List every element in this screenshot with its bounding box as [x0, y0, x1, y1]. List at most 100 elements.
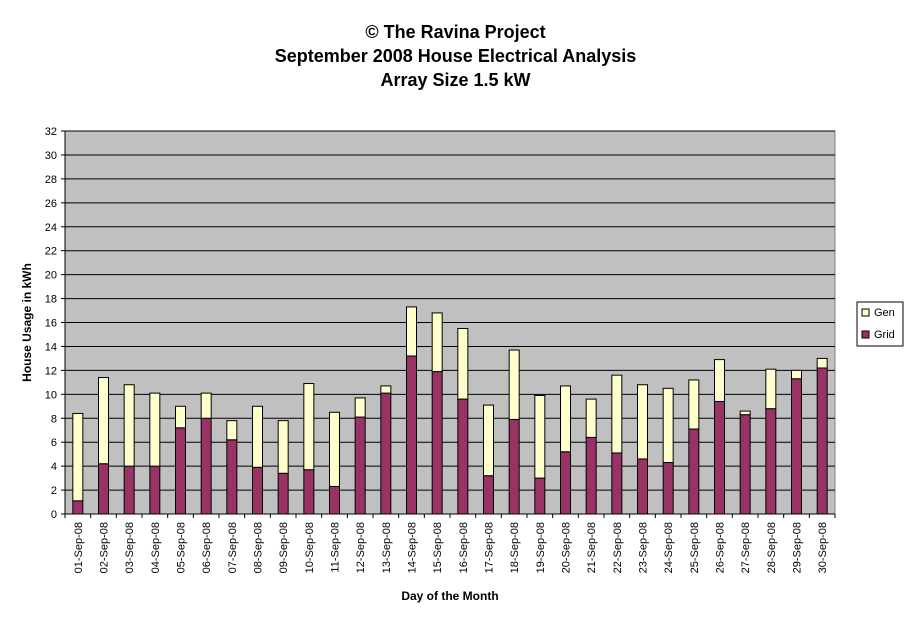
- bar-gen: [380, 385, 392, 394]
- y-tick-label: 6: [51, 437, 57, 449]
- y-tick-label: 24: [45, 222, 57, 234]
- bar-gen: [252, 405, 263, 468]
- bar-grid: [611, 452, 623, 515]
- x-tick-label: 25-Sep-08: [689, 522, 701, 573]
- y-tick-label: 32: [45, 126, 57, 138]
- x-tick-label: 11-Sep-08: [330, 522, 342, 573]
- bar-grid: [303, 469, 315, 515]
- y-tick-label: 10: [45, 389, 57, 401]
- bar-gen: [303, 383, 315, 471]
- y-tick-label: 20: [45, 270, 57, 282]
- x-tick-label: 19-Sep-08: [535, 522, 547, 573]
- y-tick-label: 18: [45, 294, 57, 306]
- y-tick-label: 2: [51, 485, 57, 497]
- y-tick-label: 22: [45, 246, 57, 258]
- legend-label-gen: Gen: [874, 307, 895, 319]
- y-tick-label: 26: [45, 198, 57, 210]
- bar-gen: [123, 384, 135, 467]
- x-tick-label: 03-Sep-08: [124, 522, 136, 573]
- bar-grid: [585, 436, 597, 515]
- x-tick-label: 14-Sep-08: [407, 522, 419, 573]
- chart-subtitle: September 2008 House Electrical Analysis: [274, 46, 637, 66]
- bar-gen: [277, 420, 289, 474]
- bar-gen: [149, 392, 161, 467]
- x-tick-label: 29-Sep-08: [792, 522, 804, 573]
- x-tick-label: 10-Sep-08: [304, 522, 316, 573]
- bar-grid: [329, 485, 340, 515]
- x-tick-label: 15-Sep-08: [432, 522, 444, 573]
- bar-grid: [431, 371, 443, 515]
- bar-gen: [508, 349, 520, 420]
- bar-grid: [72, 500, 84, 515]
- y-tick-label: 4: [51, 461, 57, 473]
- x-tick-label: 18-Sep-08: [509, 522, 521, 573]
- bar-gen: [791, 369, 802, 380]
- bar-grid: [688, 428, 700, 515]
- x-tick-label: 06-Sep-08: [201, 522, 213, 573]
- y-tick-label: 14: [45, 341, 57, 353]
- y-tick-label: 16: [45, 318, 57, 330]
- y-tick-label: 30: [45, 150, 57, 162]
- bar-gen: [560, 385, 571, 453]
- chart-title: © The Ravina Project: [365, 22, 546, 42]
- legend-swatch-gen: [861, 308, 870, 317]
- bar-gen: [457, 327, 469, 400]
- x-tick-label: 21-Sep-08: [586, 522, 598, 573]
- x-tick-label: 28-Sep-08: [766, 522, 778, 573]
- x-tick-label: 24-Sep-08: [663, 522, 675, 573]
- x-tick-label: 04-Sep-08: [150, 522, 162, 573]
- x-tick-label: 12-Sep-08: [355, 522, 367, 573]
- x-tick-label: 30-Sep-08: [817, 522, 829, 573]
- x-tick-label: 27-Sep-08: [740, 522, 752, 573]
- y-tick-label: 28: [45, 174, 57, 186]
- bar-gen: [406, 306, 417, 357]
- bar-gen: [329, 411, 340, 487]
- y-axis-title: House Usage in kWh: [20, 263, 34, 382]
- bar-gen: [534, 395, 546, 479]
- bar-gen: [200, 392, 212, 419]
- bar-grid: [123, 465, 135, 515]
- bar-gen: [226, 420, 238, 441]
- x-tick-label: 23-Sep-08: [638, 522, 650, 573]
- bar-grid: [277, 472, 289, 515]
- bar-gen: [662, 387, 674, 464]
- bar-grid: [560, 451, 571, 515]
- bar-grid: [637, 458, 648, 515]
- bar-grid: [739, 414, 751, 515]
- bar-grid: [662, 462, 674, 515]
- y-tick-label: 12: [45, 365, 57, 377]
- x-tick-label: 16-Sep-08: [458, 522, 470, 573]
- bar-grid: [791, 378, 802, 515]
- bar-gen: [72, 412, 84, 502]
- y-tick-label: 8: [51, 413, 57, 425]
- legend-swatch-grid: [861, 330, 870, 339]
- bar-gen: [98, 377, 109, 465]
- bar-grid: [816, 367, 828, 515]
- bar-grid: [149, 465, 161, 515]
- plot-area: [64, 130, 836, 515]
- bar-grid: [457, 398, 469, 515]
- x-tick-label: 22-Sep-08: [612, 522, 624, 573]
- bar-gen: [354, 397, 366, 418]
- bar-gen: [175, 405, 186, 429]
- bar-grid: [98, 463, 109, 515]
- x-tick-label: 02-Sep-08: [99, 522, 111, 573]
- x-tick-label: 20-Sep-08: [561, 522, 573, 573]
- y-tick-label: 0: [51, 509, 57, 521]
- x-tick-label: 01-Sep-08: [73, 522, 85, 573]
- bar-grid: [714, 400, 725, 515]
- bar-grid: [200, 417, 212, 515]
- bar-grid: [175, 427, 186, 515]
- x-tick-label: 09-Sep-08: [278, 522, 290, 573]
- legend: Gen Grid: [856, 301, 904, 347]
- bar-gen: [585, 398, 597, 438]
- x-tick-label: 17-Sep-08: [484, 522, 496, 573]
- legend-label-grid: Grid: [874, 329, 895, 341]
- x-tick-label: 13-Sep-08: [381, 522, 393, 573]
- bar-gen: [765, 368, 777, 410]
- bar-grid: [483, 475, 494, 515]
- bar-grid: [406, 355, 417, 515]
- bar-grid: [226, 439, 238, 515]
- chart-subtitle-array-size: Array Size 1.5 kW: [380, 70, 531, 90]
